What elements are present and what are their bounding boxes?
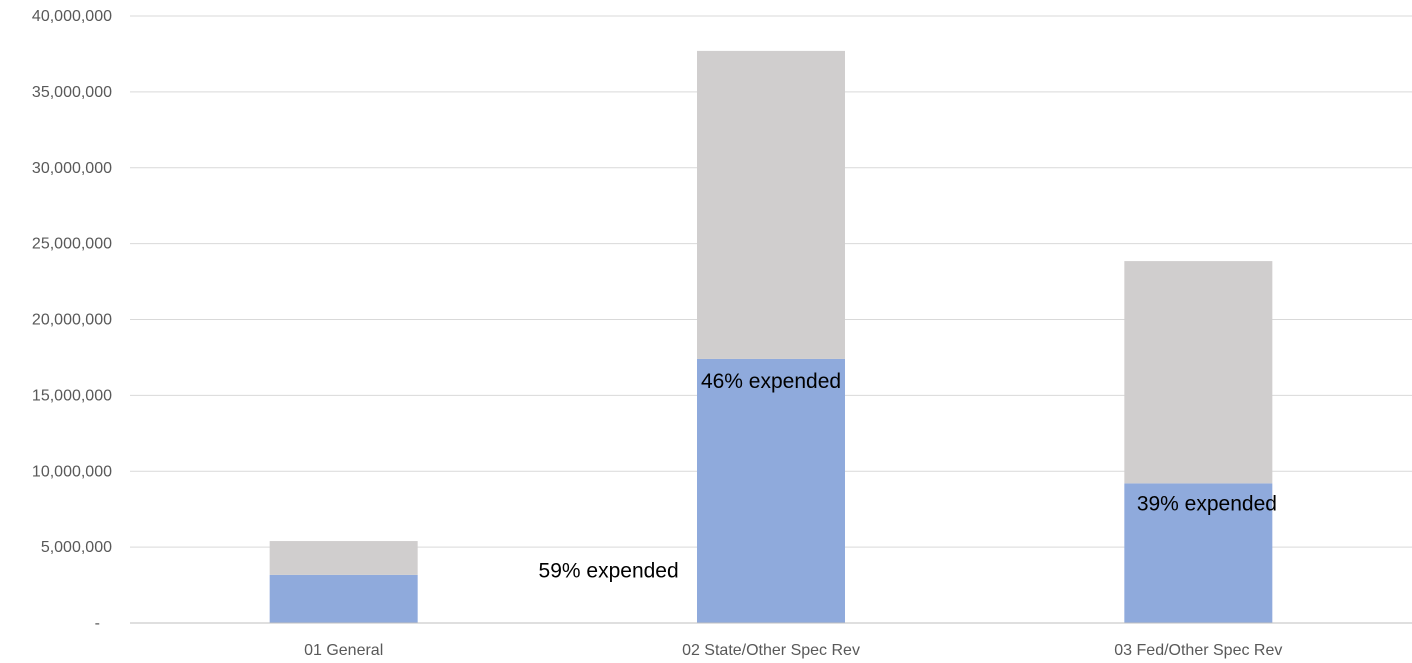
y-tick-label: 20,000,000 (32, 312, 112, 329)
y-tick-label: 30,000,000 (32, 160, 112, 177)
x-tick-label: 03 Fed/Other Spec Rev (1114, 642, 1282, 659)
y-tick-label: - (95, 615, 100, 632)
y-tick-label: 15,000,000 (32, 387, 112, 404)
y-tick-label: 25,000,000 (32, 236, 112, 253)
x-tick-label: 01 General (304, 642, 383, 659)
bar-segment-remaining (270, 541, 418, 575)
x-tick-label: 02 State/Other Spec Rev (682, 642, 860, 659)
data-label-expended: 46% expended (701, 370, 841, 393)
y-tick-label: 40,000,000 (32, 8, 112, 25)
data-label-expended: 39% expended (1137, 493, 1277, 516)
y-tick-label: 10,000,000 (32, 463, 112, 480)
y-tick-label: 35,000,000 (32, 84, 112, 101)
bar-segment-expended (270, 575, 418, 623)
data-label-expended: 59% expended (539, 559, 679, 582)
bar-segment-remaining (1124, 261, 1272, 483)
y-tick-label: 5,000,000 (41, 539, 112, 556)
bar-segment-remaining (697, 51, 845, 359)
bars (270, 51, 1273, 623)
bar-segment-expended (697, 359, 845, 623)
